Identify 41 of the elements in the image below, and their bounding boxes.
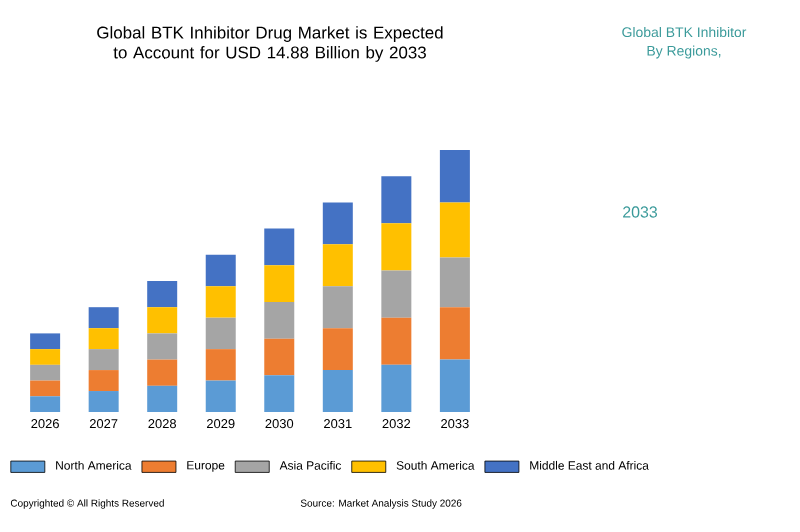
bar [205,349,236,381]
bar [147,333,178,360]
bar [439,307,470,360]
bar [30,364,61,381]
bar [30,333,61,350]
bar [264,301,295,339]
bar [88,370,119,392]
bar [88,307,119,329]
bar [88,349,119,371]
bar [205,286,236,318]
bar [264,338,295,376]
bar [147,307,178,334]
bar [439,202,470,258]
bar [264,228,295,266]
bar [381,270,412,318]
bar [322,328,353,371]
bar [147,385,178,412]
bar [264,265,295,302]
bar [322,202,353,245]
bar [439,257,470,308]
bar [147,281,178,308]
bar [439,149,470,203]
bar [205,317,236,350]
bar [205,254,236,287]
bar [30,396,61,412]
bar [205,380,236,412]
bar [322,370,353,412]
bar [88,328,119,350]
bar [381,176,412,224]
bar [439,359,470,412]
bar [30,349,61,365]
bar [381,364,412,412]
bar [147,359,178,386]
bar [264,375,295,412]
bar [381,223,412,271]
bar [322,244,353,287]
bar [88,391,119,412]
bar [381,317,412,365]
bar [322,286,353,329]
bar [30,380,61,397]
chart-title: Global BTK Inhibitor Drug Market is Expected to Account for USD 14.88 Billion by 2033 [97,26,443,62]
